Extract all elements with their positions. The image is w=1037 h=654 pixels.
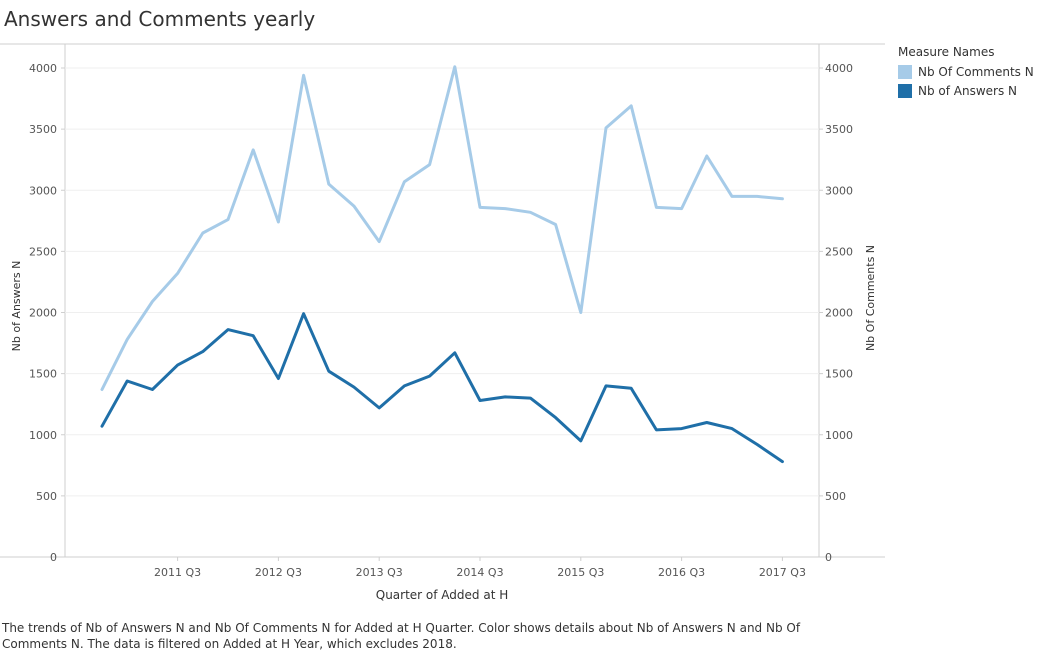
gridlines (65, 67, 819, 497)
series-lines (100, 65, 784, 464)
x-tick-label: 2014 Q3 (456, 566, 503, 579)
chart-title: Answers and Comments yearly (4, 7, 316, 31)
chart-caption: The trends of Nb of Answers N and Nb Of … (2, 621, 801, 651)
legend-swatch-comments (898, 65, 912, 79)
y-tick-label: 500 (36, 490, 57, 503)
legend-label-comments: Nb Of Comments N (918, 65, 1034, 79)
y2-tick-label: 3500 (825, 123, 853, 136)
legend-item-answers[interactable]: Nb of Answers N (898, 84, 1017, 98)
y2-tick-label: 2000 (825, 307, 853, 320)
line-chart: 0 500 1000 1500 2000 2500 3000 3500 4000 0 500 100… (0, 43, 885, 602)
y2-tick-label: 1000 (825, 429, 853, 442)
x-tick-label: 2013 Q3 (356, 566, 403, 579)
legend-item-comments[interactable]: Nb Of Comments N (898, 65, 1034, 79)
y2-tick-label: 4000 (825, 62, 853, 75)
legend-swatch-answers (898, 84, 912, 98)
legend-label-answers: Nb of Answers N (918, 84, 1018, 98)
series-line-answers (100, 312, 784, 464)
y-tick-label: 1000 (29, 429, 57, 442)
y2-tick-label: 500 (825, 490, 846, 503)
y-axis-right: 0 500 1000 1500 2000 2500 3000 3500 4000 (819, 62, 853, 564)
x-tick-label: 2015 Q3 (557, 566, 604, 579)
y-axis-label: Nb of Answers N (10, 261, 23, 352)
y-tick-label: 0 (50, 551, 57, 564)
y2-axis-label: Nb Of Comments N (864, 245, 877, 351)
x-tick-label: 2016 Q3 (658, 566, 705, 579)
x-tick-label: 2011 Q3 (154, 566, 201, 579)
series-line-comments (100, 65, 784, 391)
x-axis: 2011 Q3 2012 Q3 2013 Q3 2014 Q3 2015 Q3 2016 … (154, 557, 806, 579)
y-tick-label: 1500 (29, 368, 57, 381)
chart-frame (0, 43, 885, 558)
y2-tick-label: 3000 (825, 184, 853, 197)
y2-tick-label: 1500 (825, 368, 853, 381)
y-tick-label: 2000 (29, 307, 57, 320)
x-tick-label: 2012 Q3 (255, 566, 302, 579)
legend-title: Measure Names (898, 45, 995, 59)
y-tick-label: 4000 (29, 62, 57, 75)
x-axis-label: Quarter of Added at H (376, 588, 509, 602)
y2-tick-label: 0 (825, 551, 832, 564)
y-tick-label: 3500 (29, 123, 57, 136)
y-tick-label: 3000 (29, 184, 57, 197)
y-axis-left: 0 500 1000 1500 2000 2500 3000 3500 4000 (29, 62, 65, 564)
y-tick-label: 2500 (29, 245, 57, 258)
y2-tick-label: 2500 (825, 245, 853, 258)
x-tick-label: 2017 Q3 (759, 566, 806, 579)
